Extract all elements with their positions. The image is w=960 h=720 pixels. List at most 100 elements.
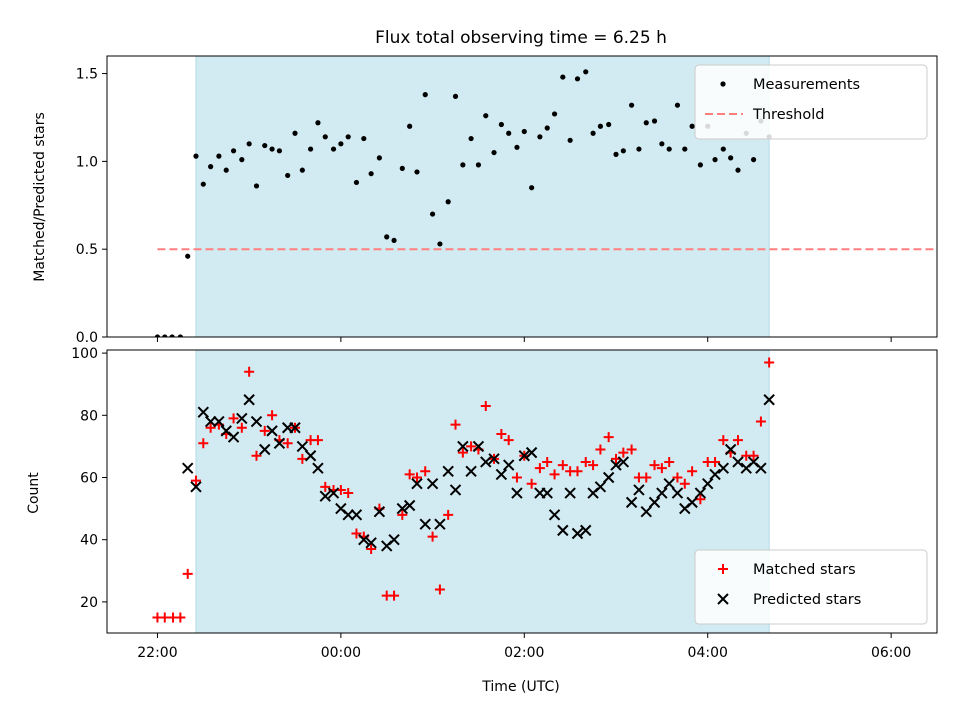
predicted-star-point — [373, 506, 386, 518]
x-tick-label: 00:00 — [321, 645, 361, 661]
predicted-star-point — [717, 462, 730, 474]
y-tick-label: 1.0 — [76, 154, 98, 170]
predicted-star-point — [403, 499, 416, 512]
predicted-star-point — [243, 394, 255, 406]
predicted-star-point — [640, 506, 652, 518]
predicted-star-point — [350, 509, 363, 521]
predicted-star-point — [426, 478, 439, 490]
predicted-star-point — [557, 524, 569, 537]
legend-box — [694, 549, 928, 625]
predicted-star-point — [259, 443, 271, 456]
measurement-point — [491, 149, 497, 156]
measurement-point — [169, 334, 175, 337]
matched-star-point — [404, 469, 415, 480]
chart-marks: 0.0 0.5 1.0 1.5 Measurements Threshold 20 40 60 8… — [71, 55, 938, 661]
predicted-star-point — [457, 440, 469, 453]
matched-star-point — [236, 422, 247, 433]
predicted-star-point — [304, 450, 317, 462]
measurement-point — [697, 162, 703, 168]
measurement-point — [712, 157, 718, 163]
matched-star-point — [755, 416, 766, 427]
predicted-star-point — [327, 487, 340, 499]
predicted-star-point — [702, 478, 714, 490]
predicted-star-point — [686, 496, 698, 509]
matched-star-point — [190, 475, 201, 486]
legend-label: Threshold — [752, 107, 824, 123]
predicted-star-point — [213, 415, 225, 428]
measurement-point — [262, 142, 268, 149]
predicted-star-point — [564, 487, 576, 499]
predicted-star-point — [525, 446, 538, 459]
measurement-point — [299, 167, 305, 173]
matched-star-point — [198, 438, 209, 449]
measurement-point — [177, 334, 183, 337]
predicted-star-point — [197, 406, 210, 418]
observing-window-span — [195, 55, 770, 338]
measurement-point — [422, 92, 428, 98]
matched-star-point — [542, 456, 553, 467]
predicted-star-point — [388, 533, 400, 546]
predicted-star-point — [365, 537, 377, 549]
matched-star-point — [687, 466, 698, 477]
measurement-point — [246, 141, 252, 147]
matched-star-point — [420, 466, 431, 477]
measurement-point — [460, 162, 466, 168]
predicted-star-point — [442, 465, 454, 477]
panel-0-frame — [106, 55, 938, 338]
measurement-point — [720, 146, 726, 152]
predicted-star-point — [663, 478, 675, 490]
matched-star-point — [534, 463, 545, 474]
matched-star-point — [244, 366, 255, 377]
matched-star-point — [641, 472, 652, 483]
measurement-point — [269, 146, 275, 152]
predicted-star-point — [319, 490, 331, 502]
predicted-star-point — [250, 415, 263, 428]
matched-star-point — [695, 494, 706, 505]
matched-star-point — [595, 444, 606, 455]
predicted-star-point — [502, 459, 515, 471]
measurement-point — [154, 334, 161, 337]
y-tick-label: 1.5 — [76, 67, 98, 83]
predicted-star-point — [625, 496, 638, 509]
measurement-point — [253, 183, 260, 189]
measurement-point — [315, 120, 321, 126]
legend-x-marker — [717, 593, 729, 605]
matched-star-point — [603, 432, 614, 443]
predicted-star-point — [571, 527, 584, 540]
observing-window-span — [195, 349, 770, 634]
measurement-point — [613, 151, 619, 157]
matched-star-point — [175, 612, 186, 623]
predicted-star-point — [480, 456, 492, 468]
measurement-point — [468, 135, 474, 142]
measurement-point — [376, 155, 382, 161]
legend-label: Measurements — [753, 77, 860, 93]
matched-star-point — [351, 528, 362, 539]
matched-star-point — [457, 447, 468, 458]
panel-1-frame — [106, 349, 938, 634]
predicted-star-point — [266, 425, 278, 437]
y-tick-label: 20 — [80, 595, 98, 611]
measurement-point — [651, 118, 658, 124]
measurement-point — [368, 171, 374, 177]
predicted-star-point — [434, 518, 446, 530]
measurement-point — [483, 113, 489, 119]
predicted-star-point — [296, 440, 309, 453]
matched-star-point — [626, 444, 637, 455]
x-tick-label: 22:00 — [137, 645, 177, 661]
matched-star-point — [320, 481, 331, 492]
matched-star-point — [427, 531, 438, 542]
x-axis-label: Time (UTC) — [481, 679, 559, 695]
predicted-star-point — [190, 481, 202, 493]
measurement-point — [689, 123, 695, 129]
matched-star-point — [480, 400, 491, 411]
measurement-point — [285, 172, 291, 179]
measurement-point — [330, 146, 337, 152]
measurement-point — [620, 148, 626, 154]
measurement-point — [216, 153, 222, 159]
predicted-star-point — [342, 509, 354, 521]
measurement-point — [193, 153, 199, 159]
measurement-point — [606, 121, 612, 128]
matched-star-point — [411, 472, 422, 483]
matched-star-point — [710, 456, 721, 467]
